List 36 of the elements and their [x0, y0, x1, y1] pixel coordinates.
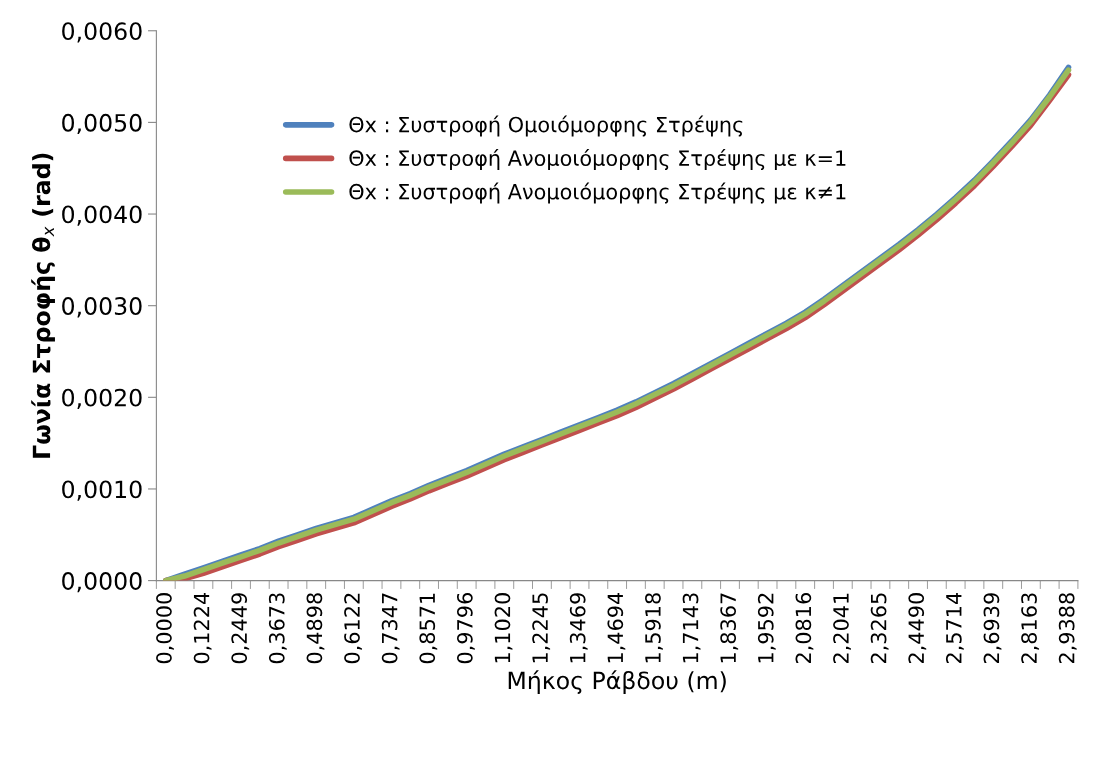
x-tick-label: 0,2449: [231, 593, 250, 664]
y-tick-label: 0,0050: [62, 113, 142, 135]
x-tick-label: 1,9592: [757, 593, 776, 663]
legend-label: Θx : Συστροφή Ανομοιόμορφης Στρέψης με κ=1: [349, 149, 846, 171]
x-tick-label: 0,1224: [193, 592, 212, 664]
y-tick-label: 0,0060: [62, 22, 142, 43]
x-tick-label: 2,3265: [870, 593, 889, 664]
legend-label: Θx : Συστροφή Ομοιόμορφης Στρέψης: [349, 115, 743, 137]
y-tick-label: 0,0030: [62, 297, 142, 318]
x-tick-label: 2,5714: [945, 592, 964, 664]
y-tick-label: 0,0020: [62, 388, 142, 410]
x-tick-label: 2,2041: [833, 593, 851, 664]
x-tick-label: 2,0816: [795, 593, 814, 664]
x-tick-label: 0,4898: [306, 593, 325, 664]
x-tick-label: 2,8163: [1021, 593, 1040, 664]
x-tick-label: 0,9796: [456, 593, 475, 664]
x-tick-label: 1,4694: [607, 592, 626, 663]
x-tick-label: 1,8367: [720, 593, 739, 663]
x-tick-label: 0,6122: [344, 593, 363, 664]
x-tick-label: 1,7143: [682, 593, 701, 663]
x-tick-label: 1,2245: [532, 593, 551, 663]
x-axis-title: Μήκος Ράβδου (m): [508, 670, 726, 694]
x-tick-label: 0,7347: [381, 593, 400, 664]
y-axis-title: Γωνία Στροφής θ$_{x}$ (rad): [31, 153, 55, 458]
x-tick-label: 0,8571: [419, 593, 438, 664]
x-tick-label: 2,4490: [908, 593, 927, 664]
x-tick-label: 2,6939: [983, 593, 1002, 664]
x-tick-label: 1,3469: [569, 593, 588, 663]
y-tick-label: 0,0040: [62, 205, 142, 226]
legend-label: Θx : Συστροφή Ανομοιόμορφης Στρέψης με κ≠1: [349, 182, 846, 204]
y-tick-label: 0,0010: [62, 480, 142, 501]
x-tick-label: 1,5918: [645, 593, 663, 663]
x-tick-label: 0,3673: [268, 593, 287, 664]
x-tick-label: 1,1020: [494, 593, 513, 663]
x-tick-label: 2,9388: [1058, 593, 1077, 664]
y-tick-label: 0,0000: [62, 572, 142, 593]
